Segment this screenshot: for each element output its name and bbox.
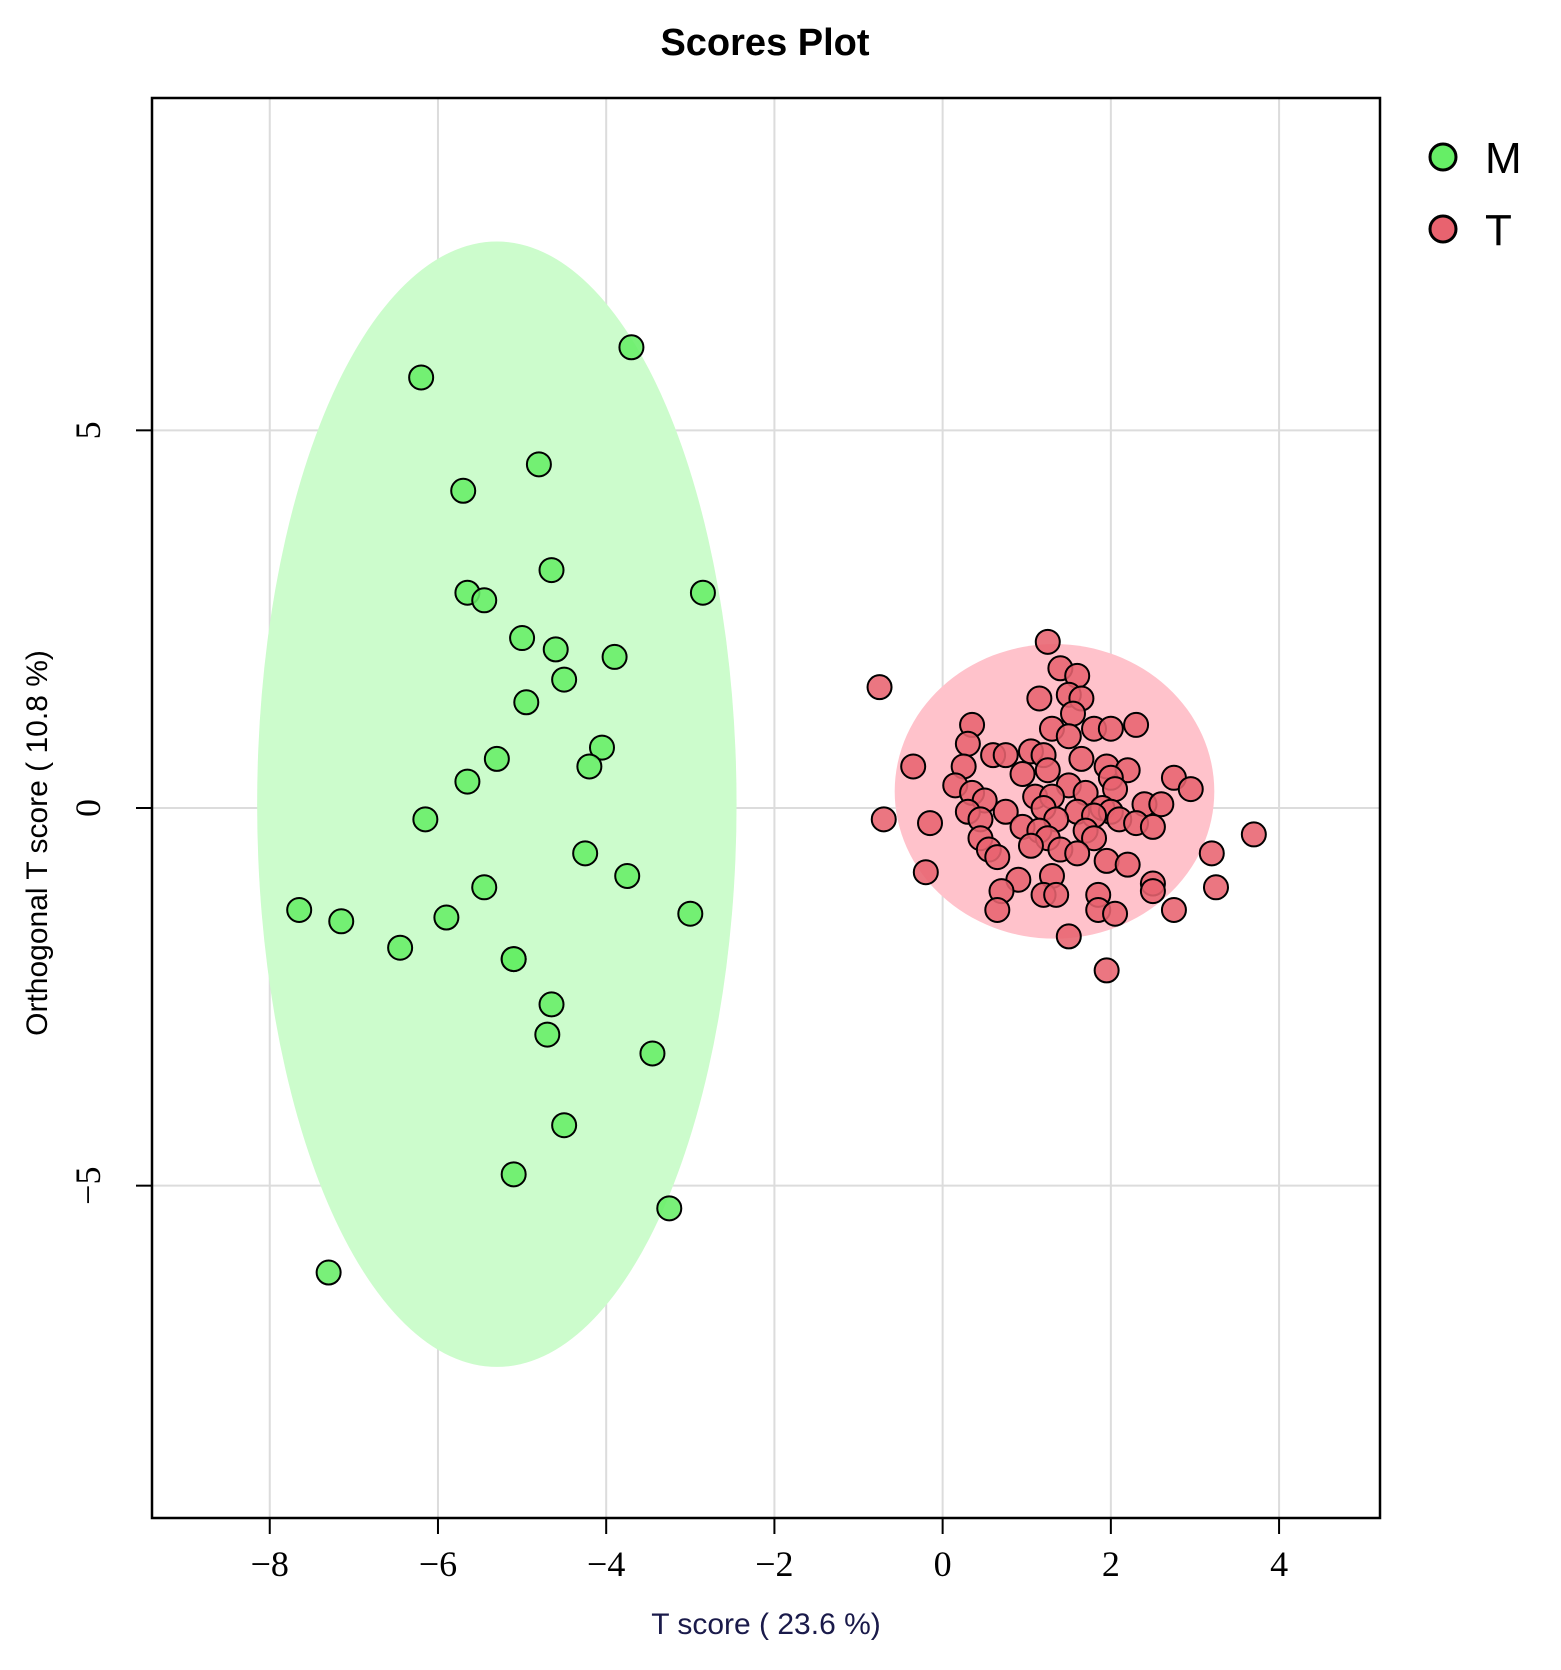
point-T xyxy=(866,674,893,701)
point-M xyxy=(538,557,565,584)
point-M xyxy=(542,636,569,663)
point-M xyxy=(433,904,460,931)
point-T xyxy=(992,742,1019,769)
point-M xyxy=(471,587,498,614)
legend-label: M xyxy=(1485,134,1522,183)
point-M xyxy=(656,1195,683,1222)
point-T xyxy=(1139,813,1166,840)
x-tick-label: 0 xyxy=(934,1544,952,1584)
point-T xyxy=(1148,791,1175,818)
point-M xyxy=(639,1040,666,1067)
x-tick-label: −8 xyxy=(251,1544,289,1584)
point-T xyxy=(984,896,1011,923)
point-M xyxy=(534,1021,561,1048)
point-M xyxy=(572,840,599,867)
point-T xyxy=(954,730,981,757)
point-T xyxy=(900,753,927,780)
point-T xyxy=(1034,757,1061,784)
legend-item-M: M xyxy=(1428,134,1522,183)
point-M xyxy=(500,1161,527,1188)
point-T xyxy=(1160,896,1187,923)
point-T xyxy=(1102,900,1129,927)
point-T xyxy=(1064,840,1091,867)
point-T xyxy=(1009,761,1036,788)
point-T xyxy=(1026,685,1053,712)
point-M xyxy=(408,364,435,391)
point-M xyxy=(500,946,527,973)
x-tick-label: −4 xyxy=(587,1544,625,1584)
point-T xyxy=(1240,821,1267,848)
series-T xyxy=(866,628,1267,984)
point-T xyxy=(1081,825,1108,852)
point-M xyxy=(513,689,540,716)
legend-marker xyxy=(1428,214,1458,244)
point-T xyxy=(870,806,897,833)
x-tick-label: −6 xyxy=(419,1544,457,1584)
point-M xyxy=(387,934,414,961)
point-T xyxy=(1097,715,1124,742)
y-tick-label: −5 xyxy=(68,1167,108,1205)
point-T xyxy=(1043,881,1070,908)
point-M xyxy=(412,806,439,833)
point-T xyxy=(917,810,944,837)
point-T xyxy=(992,798,1019,825)
point-M xyxy=(454,768,481,795)
series-M xyxy=(286,334,716,1286)
point-T xyxy=(1123,711,1150,738)
point-T xyxy=(984,844,1011,871)
point-T xyxy=(1055,723,1082,750)
point-M xyxy=(315,1259,342,1286)
legend: MT xyxy=(1428,134,1522,255)
legend-marker xyxy=(1428,142,1458,172)
chart-title: Scores Plot xyxy=(660,22,869,64)
point-T xyxy=(1202,874,1229,901)
legend-item-T: T xyxy=(1428,206,1512,255)
point-T xyxy=(1068,745,1095,772)
point-M xyxy=(618,334,645,361)
point-T xyxy=(1017,832,1044,859)
point-M xyxy=(328,908,355,935)
point-M xyxy=(525,451,552,478)
data-points xyxy=(286,334,1267,1286)
x-axis: −8 −6 −4 −2 0 2 4 xyxy=(251,1518,1288,1584)
point-T xyxy=(1198,840,1225,867)
x-tick-label: 2 xyxy=(1102,1544,1120,1584)
point-M xyxy=(483,745,510,772)
point-T xyxy=(1060,700,1086,727)
y-axis-label: Orthogonal T score ( 10.8 %) xyxy=(21,650,54,1036)
ellipse-M xyxy=(257,241,737,1367)
x-tick-label: −2 xyxy=(755,1544,793,1584)
x-tick-label: 4 xyxy=(1270,1544,1288,1584)
point-M xyxy=(601,643,628,670)
point-T xyxy=(1093,957,1120,984)
x-axis-label: T score ( 23.6 %) xyxy=(651,1608,881,1641)
point-M xyxy=(538,991,565,1018)
point-M xyxy=(576,753,603,780)
point-M xyxy=(588,734,615,761)
point-M xyxy=(286,896,313,923)
point-T xyxy=(912,859,939,886)
y-axis: −5 0 5 xyxy=(68,421,152,1205)
point-M xyxy=(551,666,578,693)
point-M xyxy=(677,900,704,927)
point-M xyxy=(689,579,716,606)
point-T xyxy=(1114,851,1141,878)
point-M xyxy=(509,625,536,652)
legend-label: T xyxy=(1485,206,1512,255)
point-M xyxy=(614,862,641,889)
point-T xyxy=(1139,878,1166,905)
y-tick-label: 5 xyxy=(68,421,108,439)
point-T xyxy=(1034,628,1061,655)
y-tick-label: 0 xyxy=(68,799,108,817)
point-T xyxy=(1093,847,1120,874)
point-M xyxy=(471,874,498,901)
point-T xyxy=(1055,923,1082,950)
point-M xyxy=(450,477,477,504)
point-M xyxy=(551,1112,578,1139)
point-T xyxy=(1177,776,1204,803)
